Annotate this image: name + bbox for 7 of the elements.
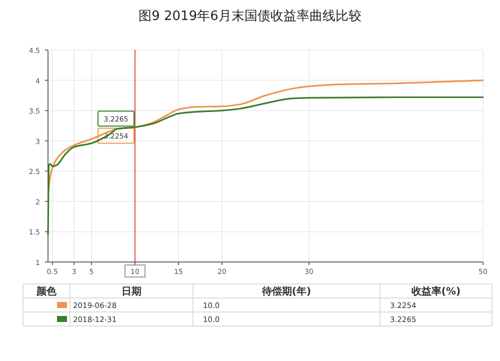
chart-title: 图9 2019年6月末国债收益率曲线比较 [138, 8, 362, 24]
text: 收益率(%) [411, 286, 461, 298]
text: 待偿期(年) [260, 286, 312, 298]
line-series [47, 79, 484, 196]
text: 日期 [122, 286, 142, 298]
legend-title: 颜色 [36, 286, 58, 298]
line-series [47, 96, 484, 236]
